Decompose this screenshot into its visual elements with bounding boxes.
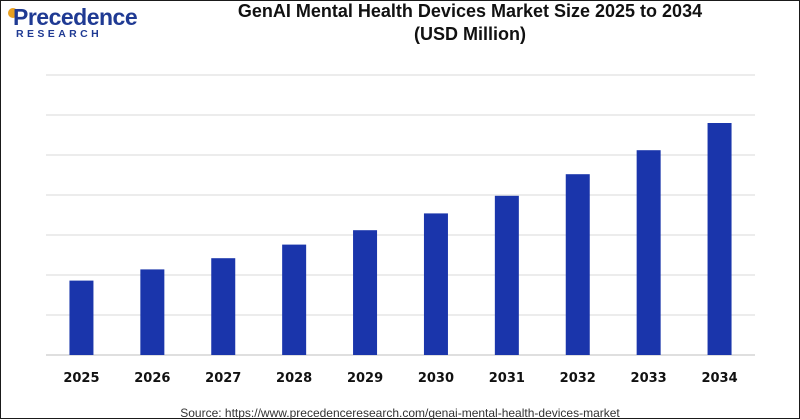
x-tick-label-2027: 2027 [205,371,241,386]
bar-2028 [282,244,307,355]
bar-2030 [423,213,448,355]
logo-mark-icon [8,8,18,18]
precedence-logo: Precedence RESEARCH [8,4,138,44]
bar-2026 [140,269,165,355]
bar-2027 [211,258,236,355]
x-tick-label-2033: 2033 [631,371,667,386]
logo-tagline: RESEARCH [16,28,103,40]
x-tick-label-2031: 2031 [489,371,525,386]
bar-2032 [565,174,590,355]
logo-name: Precedence [13,4,138,30]
bar-2031 [494,195,519,355]
chart-title-line1: GenAI Mental Health Devices Market Size … [237,1,703,21]
bar-2025 [69,280,94,355]
bar-2029 [353,230,378,355]
chart-title: GenAI Mental Health Devices Market Size … [170,0,770,46]
x-tick-label-2034: 2034 [701,371,737,386]
x-tick-label-2028: 2028 [276,371,312,386]
source-note: Source: https://www.precedenceresearch.c… [180,406,620,420]
x-tick-label-2026: 2026 [134,371,170,386]
x-tick-label-2030: 2030 [418,371,454,386]
bar-2034 [707,123,732,355]
x-tick-label-2029: 2029 [347,371,383,386]
chart-title-line2: (USD Million) [414,24,526,44]
x-tick-label-2025: 2025 [63,371,99,386]
bar-2033 [636,150,661,355]
x-tick-label-2032: 2032 [560,371,596,386]
